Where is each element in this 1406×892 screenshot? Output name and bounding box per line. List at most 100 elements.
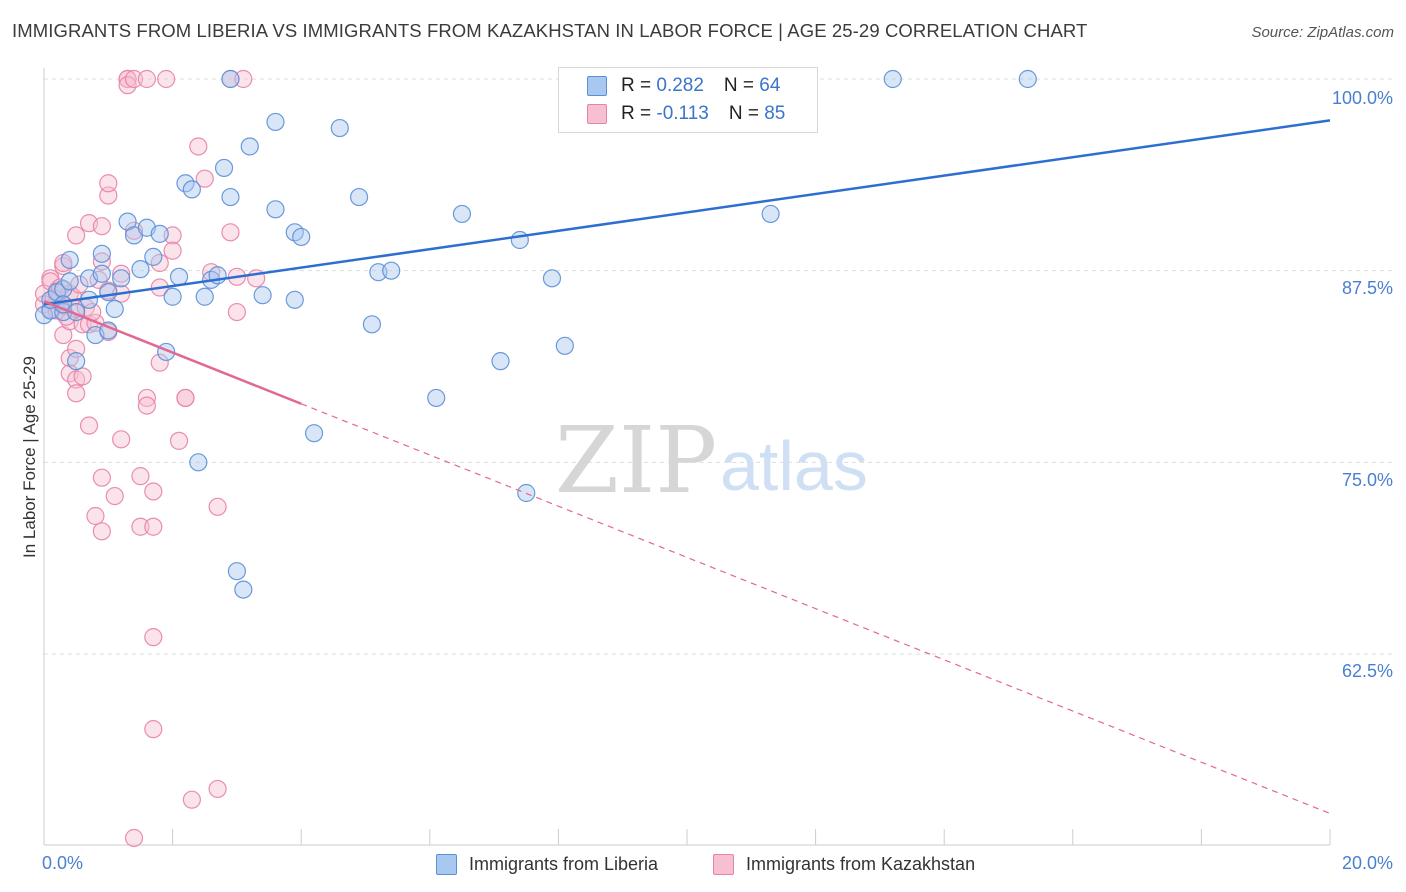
liberia-point xyxy=(542,269,562,288)
kazakhstan-point xyxy=(208,779,227,799)
kazakhstan-point xyxy=(118,69,137,89)
axes xyxy=(43,68,1331,846)
kazakhstan-point xyxy=(176,388,195,408)
kazakhstan-point xyxy=(86,506,105,526)
liberia-point xyxy=(555,336,574,355)
kazakhstan-point xyxy=(144,720,163,739)
liberia-point xyxy=(292,227,311,247)
grid xyxy=(44,78,1395,655)
kazakhstan-point xyxy=(112,264,131,283)
liberia-point xyxy=(105,299,124,319)
kazakhstan-point xyxy=(137,388,156,408)
liberia-point xyxy=(92,264,111,283)
liberia-point xyxy=(266,112,285,132)
kazakhstan-point xyxy=(234,69,253,89)
legend-liberia-n-value: 64 xyxy=(759,75,781,96)
kazakhstan-point xyxy=(208,497,227,516)
liberia-point xyxy=(182,180,201,199)
liberia-point xyxy=(491,352,510,371)
liberia-point xyxy=(227,562,246,581)
kazakhstan-point xyxy=(112,430,131,449)
liberia-point xyxy=(60,272,79,291)
liberia-point xyxy=(131,260,150,279)
liberia-point xyxy=(163,287,182,306)
bottom-legend-liberia: Immigrants from Liberia xyxy=(436,851,658,877)
kazakhstan-point xyxy=(144,517,163,536)
kazakhstan-point xyxy=(157,69,176,89)
liberia-point xyxy=(349,187,369,207)
watermark-zip: ZIP xyxy=(555,407,717,514)
legend-kazakhstan-text: R = -0.113 N = 85 xyxy=(621,103,785,125)
liberia-point xyxy=(427,388,446,408)
kazakhstan-point xyxy=(150,353,169,372)
legend-kazakhstan-n-value: 85 xyxy=(764,103,786,124)
bottom-liberia-swatch xyxy=(436,853,457,875)
legend-liberia-text: R = 0.282 N = 64 xyxy=(621,75,780,97)
liberia-point xyxy=(60,250,79,270)
watermark-atlas: atlas xyxy=(720,427,868,505)
y-tick-labels: 62.5% 75.0% 87.5% 100.0% xyxy=(1332,88,1393,681)
bottom-legend-kazakhstan: Immigrants from Kazakhstan xyxy=(713,851,975,877)
liberia-point xyxy=(382,261,401,280)
liberia-point xyxy=(253,286,272,305)
liberia-point xyxy=(234,580,253,599)
source-label: Source: ZipAtlas.com xyxy=(1251,24,1394,41)
legend-liberia-r-label: R = xyxy=(621,75,657,96)
liberia-point xyxy=(362,315,382,334)
liberia-point xyxy=(304,424,324,443)
legend-kazakhstan-r-value: -0.113 xyxy=(656,103,709,124)
liberia-point xyxy=(266,200,285,219)
kazakhstan-trend-line-projection xyxy=(300,403,1331,815)
correlation-legend: R = 0.282 N = 64 R = -0.113 N = 85 xyxy=(558,67,818,133)
y-tick-label: 62.5% xyxy=(1342,661,1393,681)
liberia-point xyxy=(92,244,111,263)
kazakhstan-trend-line xyxy=(43,300,302,405)
liberia-point xyxy=(240,137,259,156)
kazakhstan-point xyxy=(73,367,92,386)
y-tick-label: 75.0% xyxy=(1342,470,1393,490)
kazakhstan-point xyxy=(221,223,240,242)
liberia-point xyxy=(285,290,304,309)
liberia-point xyxy=(169,267,189,286)
liberia-point xyxy=(112,269,131,288)
liberia-point xyxy=(34,306,54,325)
kazakhstan-point xyxy=(124,69,144,89)
liberia-point xyxy=(761,204,780,224)
y-tick-label: 87.5% xyxy=(1342,278,1393,298)
kazakhstan-point xyxy=(105,486,124,506)
liberia-point xyxy=(1018,69,1037,89)
liberia-points xyxy=(34,69,1037,599)
liberia-point xyxy=(285,223,304,242)
liberia-point xyxy=(99,283,118,302)
kazakhstan-point xyxy=(144,482,163,501)
kazakhstan-point xyxy=(79,416,99,435)
bottom-liberia-label: Immigrants from Liberia xyxy=(469,853,659,874)
liberia-point xyxy=(452,204,472,224)
legend-kazakhstan-n-label: N = xyxy=(728,103,765,124)
kazakhstan-point xyxy=(99,174,118,193)
kazakhstan-point xyxy=(67,384,86,403)
watermark: ZIP atlas xyxy=(555,407,868,514)
kazakhstan-point xyxy=(169,431,189,450)
liberia-trend-line xyxy=(43,119,1331,306)
legend-liberia-n-label: N = xyxy=(723,75,760,96)
legend-liberia-r-value: 0.282 xyxy=(656,75,704,96)
legend-kazakhstan-r-label: R = xyxy=(621,103,657,124)
y-tick-label: 100.0% xyxy=(1332,88,1393,108)
liberia-point xyxy=(221,69,240,89)
kazakhstan-point xyxy=(189,137,208,156)
liberia-point xyxy=(221,187,240,207)
liberia-swatch xyxy=(587,76,607,96)
kazakhstan-point xyxy=(195,169,214,188)
kazakhstan-point xyxy=(131,467,150,486)
kazakhstan-swatch xyxy=(587,104,607,124)
trend-lines xyxy=(43,119,1331,815)
liberia-point xyxy=(330,118,349,138)
chart-title: IMMIGRANTS FROM LIBERIA VS IMMIGRANTS FR… xyxy=(12,20,1088,41)
bottom-kazakhstan-swatch xyxy=(713,853,734,875)
kazakhstan-point xyxy=(92,468,111,487)
bottom-kazakhstan-label: Immigrants from Kazakhstan xyxy=(746,853,976,874)
liberia-point xyxy=(883,69,902,89)
liberia-point xyxy=(144,247,163,266)
